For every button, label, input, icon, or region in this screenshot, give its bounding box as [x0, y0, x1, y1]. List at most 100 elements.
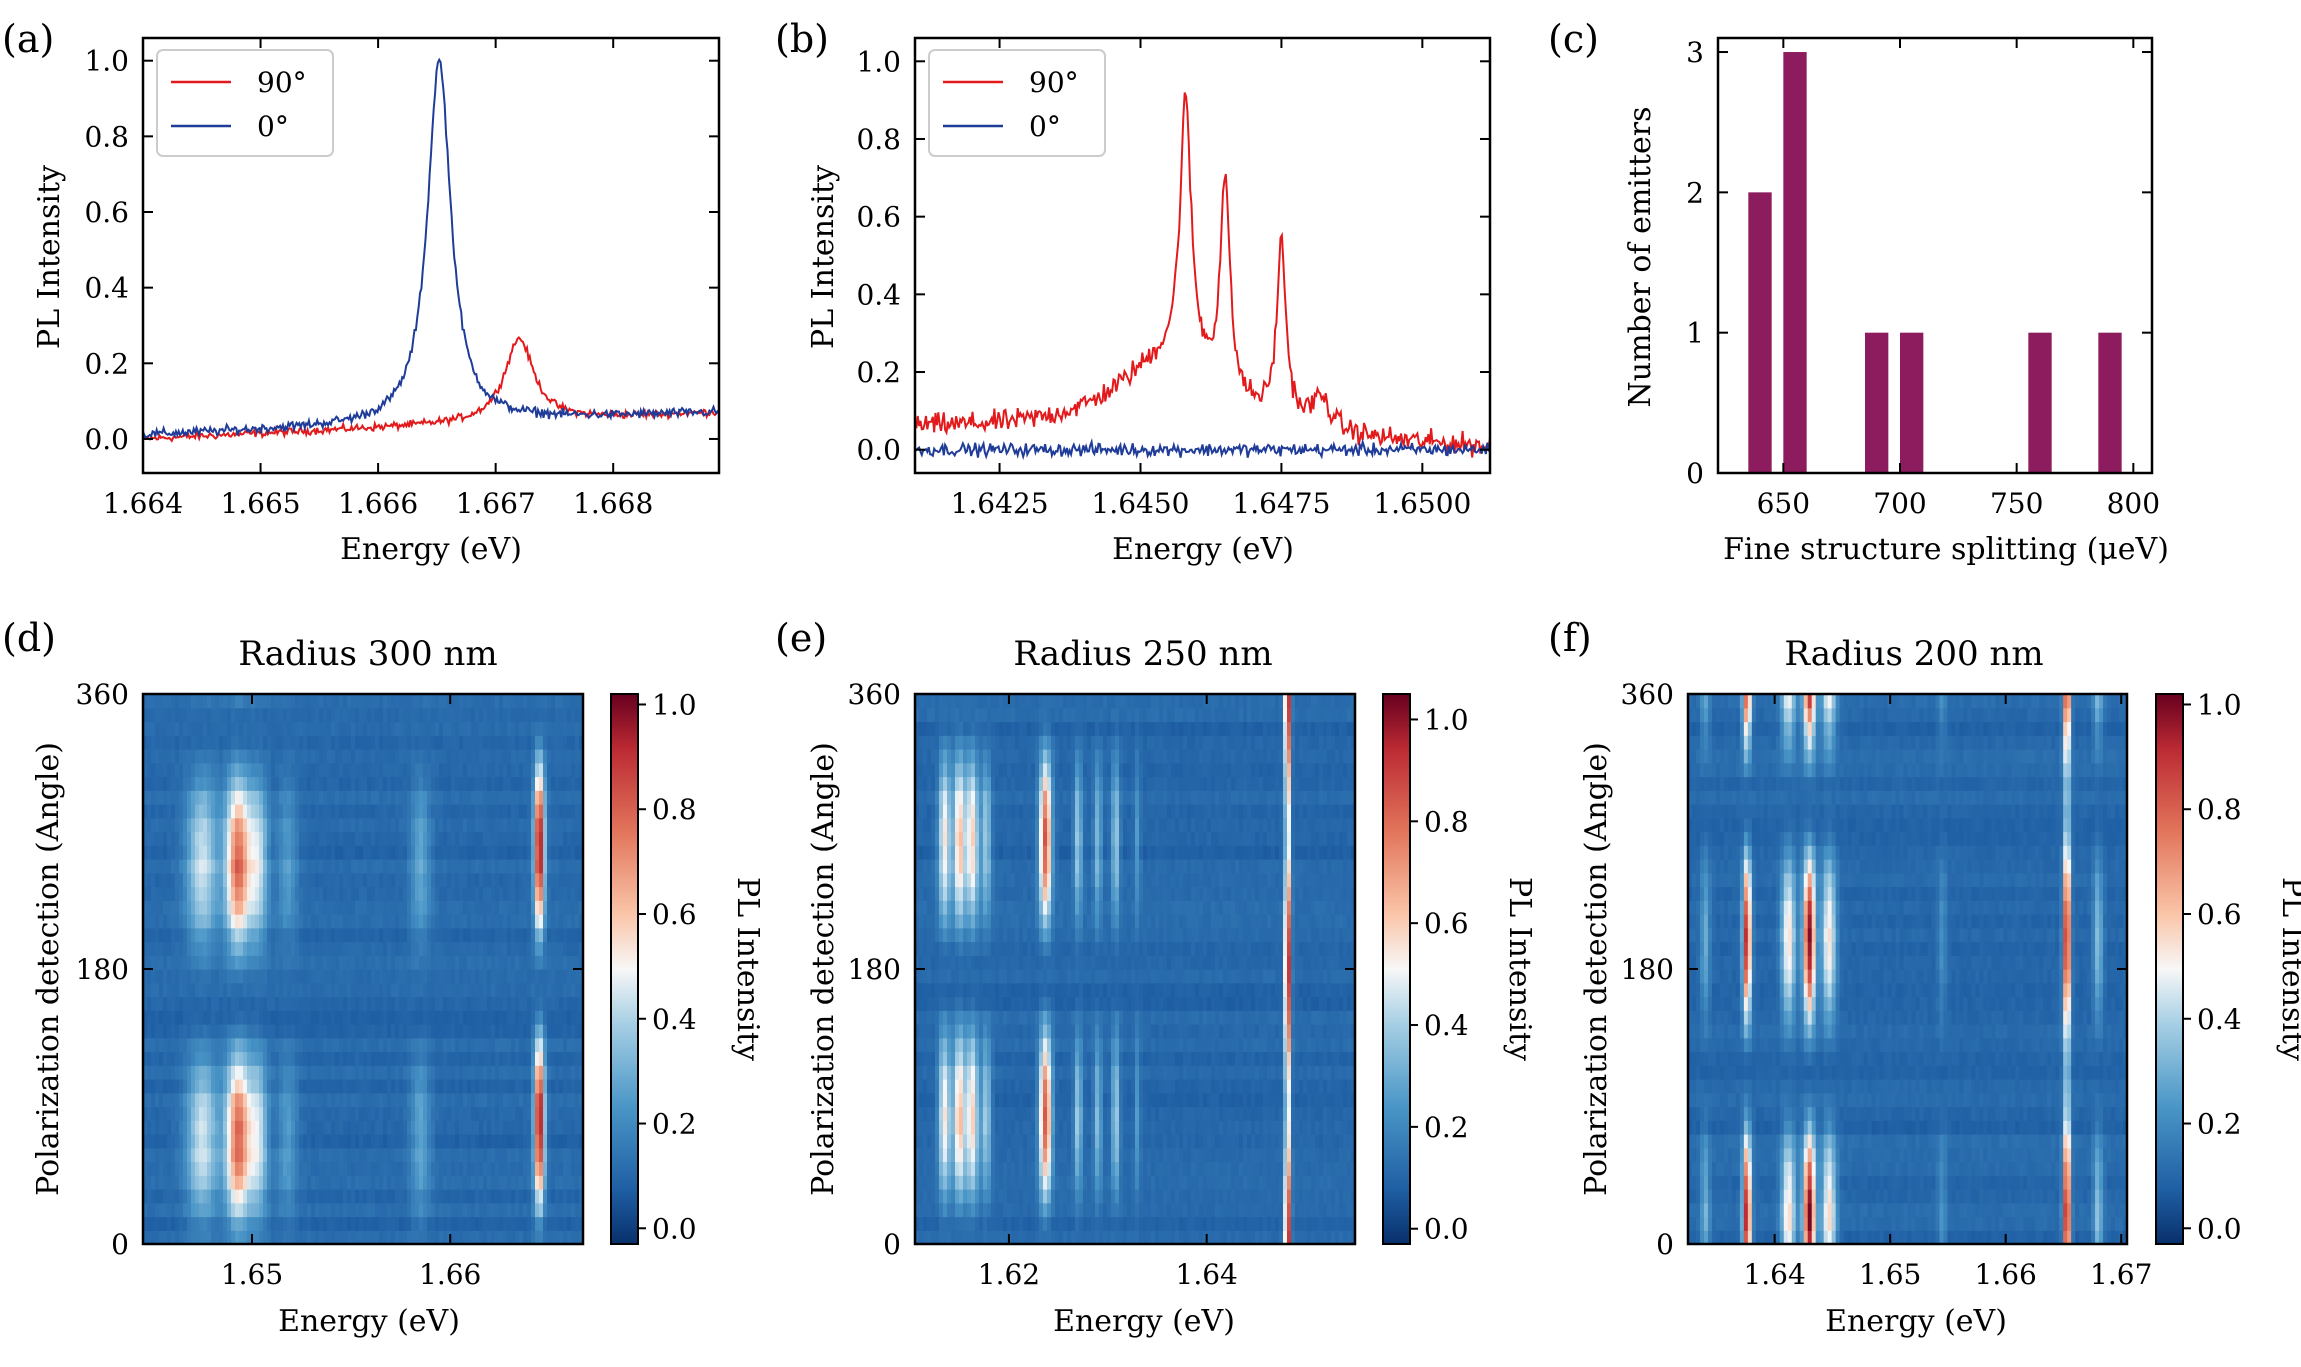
heatmap-cell [247, 804, 252, 819]
heatmap-cell [279, 996, 284, 1011]
heatmap-cell [555, 1106, 560, 1121]
heatmap-cell [263, 1189, 268, 1204]
heatmap-cell [551, 817, 556, 833]
heatmap-cell [471, 859, 476, 874]
heatmap-cell [1163, 1189, 1168, 1204]
heatmap-cell [175, 790, 180, 805]
heatmap-cell [191, 872, 196, 888]
heatmap-cell [235, 817, 240, 833]
heatmap-cell [231, 831, 236, 846]
heatmap-cell [319, 707, 324, 723]
heatmap-cell [183, 1147, 188, 1163]
heatmap-cell [335, 1065, 340, 1080]
heatmap-cell [159, 694, 164, 709]
heatmap-cell [363, 982, 368, 998]
heatmap-cell [247, 817, 252, 833]
heatmap-cell [387, 1189, 392, 1204]
heatmap-cell [303, 982, 308, 998]
heatmap-cell [947, 1230, 952, 1245]
heatmap-cell [211, 914, 216, 929]
heatmap-cell [151, 762, 156, 778]
heatmap-cell [471, 927, 476, 943]
heatmap-cell [359, 859, 364, 874]
heatmap-cell [319, 1189, 324, 1204]
heatmap-cell [247, 1216, 252, 1231]
heatmap-cell [543, 831, 548, 846]
heatmap-cell [943, 1216, 948, 1231]
heatmap-cell [519, 1092, 524, 1108]
heatmap-cell [563, 817, 568, 833]
heatmap-cell [551, 927, 556, 943]
heatmap-cell [1095, 1216, 1100, 1231]
heatmap-cell [159, 735, 164, 750]
heatmap-cell [187, 707, 192, 723]
heatmap-cell [395, 762, 400, 778]
heatmap-cell [447, 1051, 452, 1066]
heatmap-cell [355, 941, 360, 956]
heatmap-cell [519, 941, 524, 956]
heatmap-cell [563, 955, 568, 970]
heatmap-cell [483, 707, 488, 723]
heatmap-cell [239, 762, 244, 778]
heatmap-cell [455, 749, 460, 764]
heatmap-cell [367, 941, 372, 956]
heatmap-cell [1027, 1202, 1032, 1218]
heatmap-cell [359, 969, 364, 984]
heatmap-cell [355, 845, 360, 860]
heatmap-cell [427, 982, 432, 998]
heatmap-cell [175, 1065, 180, 1080]
heatmap-cell [267, 1161, 272, 1176]
heatmap-cell [347, 1037, 352, 1053]
heatmap-cell [983, 1230, 988, 1245]
heatmap-cell [575, 996, 580, 1011]
heatmap-cell [403, 707, 408, 723]
heatmap-cell [395, 1134, 400, 1149]
heatmap-cell [163, 845, 168, 860]
heatmap-cell [275, 1189, 280, 1204]
heatmap-cell [379, 749, 384, 764]
heatmap-cell [1079, 1230, 1084, 1245]
heatmap-cell [307, 900, 312, 915]
heatmap-cell [399, 721, 404, 736]
heatmap-cell [1347, 1216, 1352, 1231]
heatmap-cell [403, 804, 408, 819]
heatmap-cell [563, 1051, 568, 1066]
heatmap-cell [551, 1024, 556, 1039]
heatmap-cell [171, 1120, 176, 1135]
heatmap-cell [303, 996, 308, 1011]
heatmap-cell [359, 886, 364, 901]
heatmap-cell [267, 804, 272, 819]
heatmap-cell [211, 762, 216, 778]
heatmap-cell [447, 1161, 452, 1176]
heatmap-cell [555, 1161, 560, 1176]
heatmap-cell [243, 955, 248, 970]
heatmap-cell [499, 831, 504, 846]
heatmap-cell [515, 1189, 520, 1204]
heatmap-cell [491, 1079, 496, 1094]
heatmap-cell [1191, 1230, 1196, 1245]
heatmap-cell [507, 996, 512, 1011]
heatmap-cell [363, 969, 368, 984]
heatmap-cell [183, 1024, 188, 1039]
heatmap-cell [307, 941, 312, 956]
heatmap-cell [263, 1161, 268, 1176]
heatmap-cell [527, 845, 532, 860]
heatmap-cell [551, 694, 556, 709]
heatmap-cell [427, 900, 432, 915]
heatmap-cell [191, 982, 196, 998]
heatmap-cell [499, 694, 504, 709]
heatmap-cell [479, 886, 484, 901]
heatmap-cell [235, 831, 240, 846]
heatmap-cell [223, 1037, 228, 1053]
heatmap-cell [283, 886, 288, 901]
heatmap-cell [251, 817, 256, 833]
heatmap-cell [371, 872, 376, 888]
heatmap-cell [507, 1189, 512, 1204]
heatmap-cell [495, 859, 500, 874]
heatmap-cell [275, 817, 280, 833]
heatmap-cell [431, 1230, 436, 1245]
heatmap-cell [475, 969, 480, 984]
heatmap-cell [483, 872, 488, 888]
heatmap-cell [479, 804, 484, 819]
heatmap-cell [275, 1106, 280, 1121]
